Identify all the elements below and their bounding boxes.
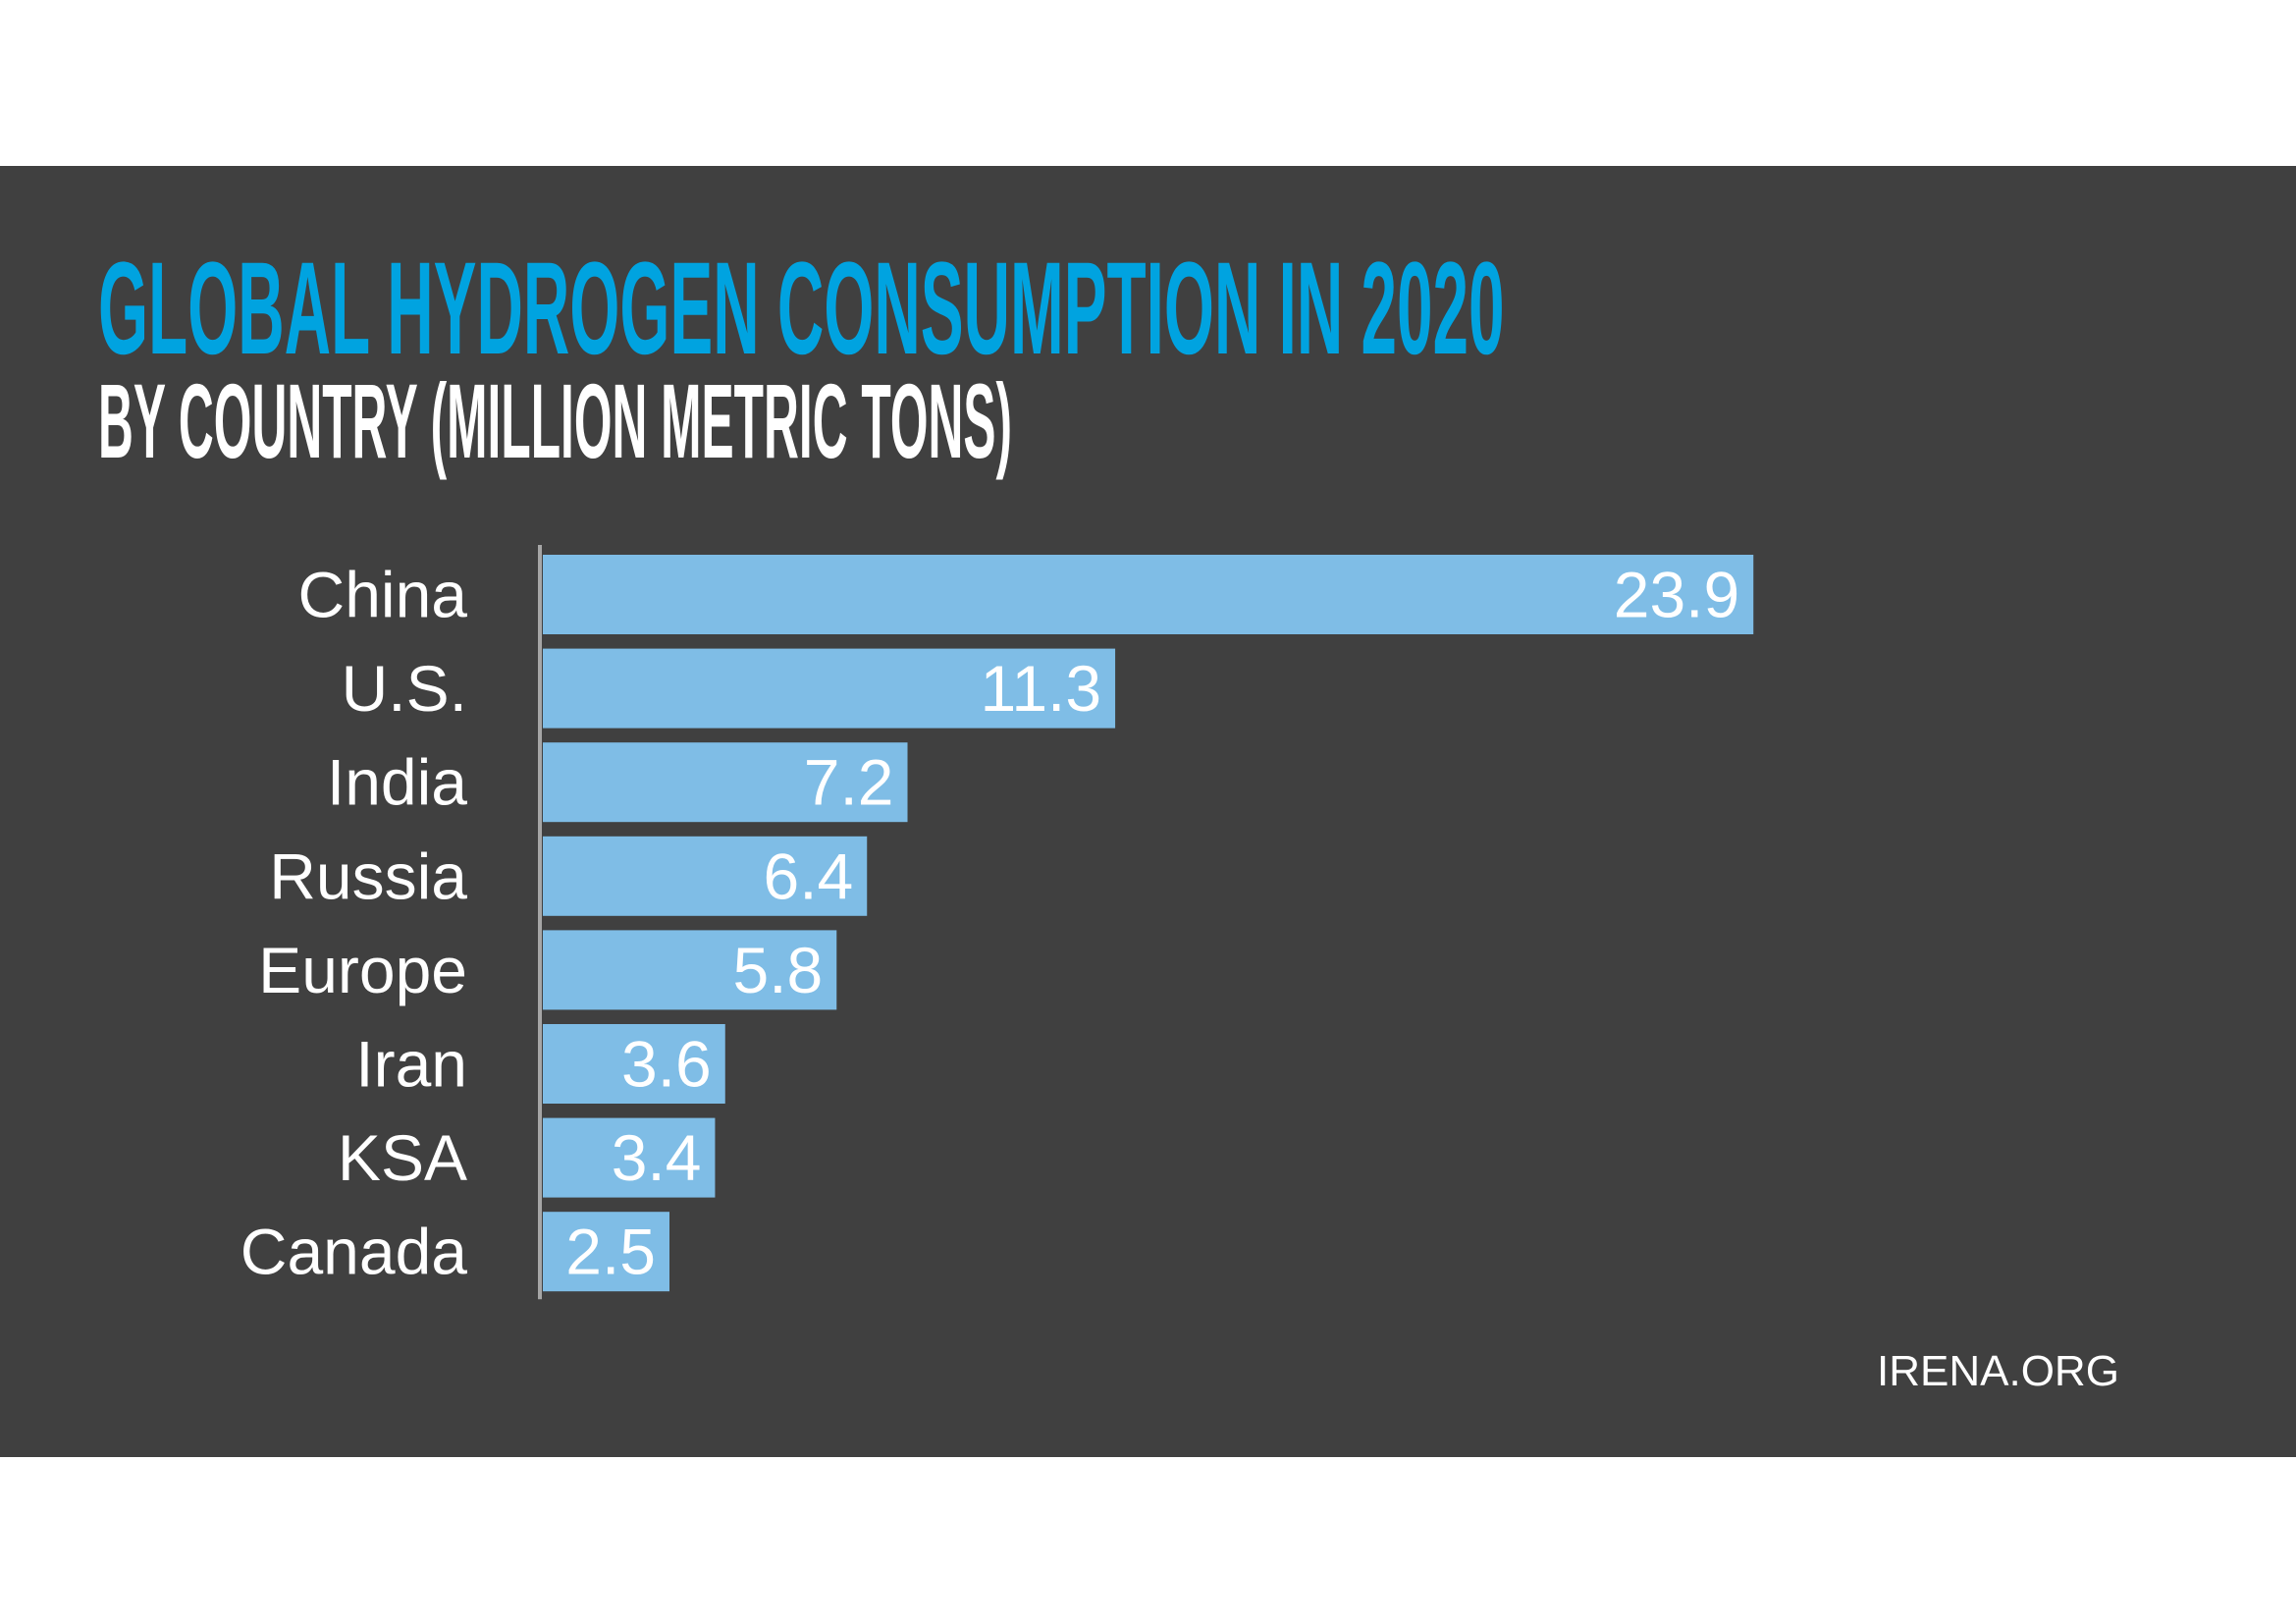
bar-ksa xyxy=(543,1117,716,1198)
data-label: 5.8 xyxy=(733,934,824,1006)
chart-background xyxy=(0,166,2296,1457)
category-label: KSA xyxy=(338,1121,467,1194)
data-label: 11.3 xyxy=(981,652,1102,725)
category-label: U.S. xyxy=(342,652,467,725)
category-label: Iran xyxy=(355,1028,467,1101)
chart-title: GLOBAL HYDROGEN CONSUMPTION IN 2020 xyxy=(98,236,1505,382)
category-label: Europe xyxy=(258,934,467,1006)
data-label: 7.2 xyxy=(804,746,894,819)
bar-iran xyxy=(543,1024,725,1104)
category-label: Canada xyxy=(240,1216,467,1288)
data-label: 2.5 xyxy=(565,1216,656,1288)
source-label: IRENA.ORG xyxy=(1877,1347,2119,1395)
bar-canada xyxy=(543,1212,669,1292)
bar-china xyxy=(543,555,1754,634)
category-label: China xyxy=(298,559,468,631)
category-label: Russia xyxy=(269,839,467,912)
category-label: India xyxy=(327,746,467,819)
bar-india xyxy=(543,742,908,823)
data-label: 6.4 xyxy=(763,839,853,912)
chart-subtitle: BY COUNTRY (MILLION METRIC TONS) xyxy=(98,361,1013,480)
data-label: 3.4 xyxy=(612,1121,702,1194)
data-label: 3.6 xyxy=(621,1028,712,1101)
bar-us xyxy=(543,648,1116,729)
bar-russia xyxy=(543,836,868,916)
bar-europe xyxy=(543,930,837,1010)
data-label: 23.9 xyxy=(1614,559,1739,631)
